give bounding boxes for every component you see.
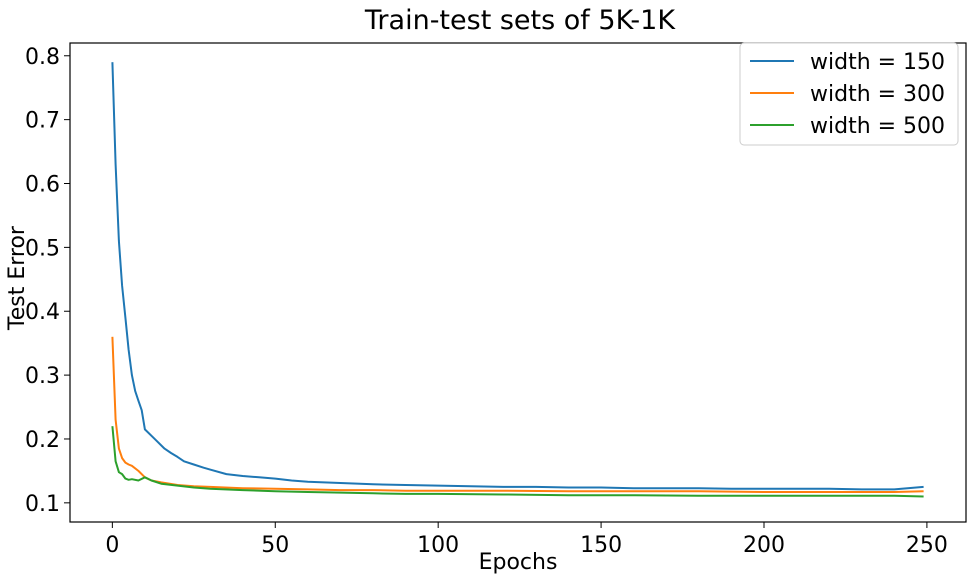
y-tick-label: 0.5 bbox=[25, 236, 60, 261]
x-tick-label: 0 bbox=[105, 533, 119, 558]
legend-label-3: width = 500 bbox=[810, 114, 945, 139]
chart-title: Train-test sets of 5K-1K bbox=[364, 5, 676, 36]
legend-label-2: width = 300 bbox=[810, 82, 945, 107]
y-tick-label: 0.3 bbox=[25, 364, 60, 389]
y-tick-label: 0.8 bbox=[25, 45, 60, 70]
x-tick-label: 50 bbox=[261, 533, 289, 558]
series-line-2 bbox=[111, 336, 924, 493]
legend-box bbox=[739, 42, 959, 146]
x-tick-label: 200 bbox=[743, 533, 785, 558]
y-tick-label: 0.1 bbox=[25, 492, 60, 517]
x-axis-label: Epochs bbox=[479, 550, 558, 575]
y-axis-ticks: 0.1 0.2 0.3 0.4 0.5 0.6 0.7 0.8 bbox=[25, 45, 70, 517]
plot-frame bbox=[69, 42, 967, 523]
x-tick-label: 100 bbox=[417, 533, 459, 558]
y-tick-label: 0.2 bbox=[25, 428, 60, 453]
y-tick-label: 0.6 bbox=[25, 173, 60, 198]
legend: width = 150 width = 300 width = 500 bbox=[739, 42, 959, 146]
x-axis-ticks: 0 50 100 150 200 250 bbox=[105, 522, 948, 558]
series-line-3 bbox=[111, 426, 924, 498]
plot-lines bbox=[111, 62, 924, 498]
x-tick-label: 150 bbox=[580, 533, 622, 558]
legend-label-1: width = 150 bbox=[810, 50, 945, 75]
y-axis-label: Test Error bbox=[5, 225, 30, 331]
y-tick-label: 0.4 bbox=[25, 300, 60, 325]
y-tick-label: 0.7 bbox=[25, 109, 60, 134]
x-tick-label: 250 bbox=[906, 533, 948, 558]
series-line-1 bbox=[111, 62, 924, 491]
